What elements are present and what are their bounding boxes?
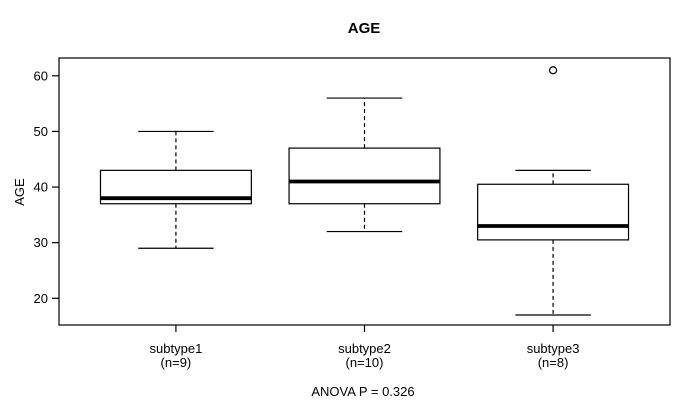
x-group-label: subtype1	[150, 341, 203, 356]
x-group-sublabel: (n=10)	[346, 355, 384, 370]
y-axis-title: AGE	[12, 178, 27, 206]
plot-content: 20 30 40 50 60 subtype1(n=9) subtype2(n=10) sub…	[34, 66, 630, 370]
y-tick-label: 60	[34, 68, 48, 83]
anova-footer: ANOVA P = 0.326	[311, 384, 414, 399]
x-group-sublabel: (n=9)	[161, 355, 192, 370]
y-tick-label: 40	[34, 180, 48, 195]
iqr-box	[477, 183, 630, 241]
x-group-label: subtype2	[338, 341, 391, 356]
chart-title: AGE	[348, 20, 381, 37]
iqr-box	[288, 147, 441, 205]
y-tick-label: 50	[34, 124, 48, 139]
y-tick-label: 20	[34, 291, 48, 306]
y-tick-label: 30	[34, 235, 48, 250]
x-group-label: subtype3	[527, 341, 580, 356]
x-group-sublabel: (n=8)	[538, 355, 569, 370]
outlier-point	[548, 66, 558, 75]
